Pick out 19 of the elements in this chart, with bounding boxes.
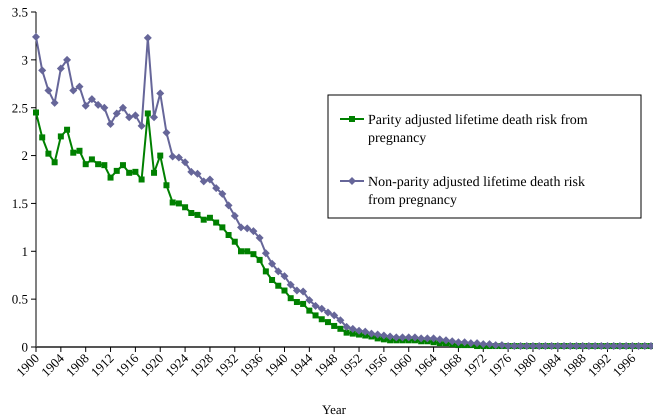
x-tick-label: 1952 (336, 350, 366, 380)
legend-label: Parity adjusted lifetime death risk from pregnancy (368, 113, 588, 146)
y-tick-label: 2.5 (12, 100, 28, 116)
x-tick-label: 1912 (88, 350, 117, 380)
y-tick-label: 2 (22, 148, 28, 164)
x-tick-label: 1940 (262, 350, 291, 380)
x-tick-label: 1972 (460, 350, 490, 380)
x-tick-label: 1992 (584, 350, 614, 380)
x-tick-label: 1932 (212, 350, 241, 380)
x-tick-label: 1980 (510, 350, 540, 380)
x-axis-title: Year (322, 402, 347, 417)
x-tick-label: 1920 (137, 350, 166, 380)
y-tick-label: 3 (22, 52, 28, 68)
x-tick-label: 1960 (386, 350, 415, 380)
y-tick-label: 1.5 (12, 196, 28, 211)
y-tick-label: 3.5 (12, 4, 28, 20)
y-tick-label: 0.5 (12, 292, 28, 307)
legend-label: Non-parity adjusted lifetime death risk from pregnancy (368, 175, 585, 208)
y-tick-label: 1 (22, 244, 28, 259)
